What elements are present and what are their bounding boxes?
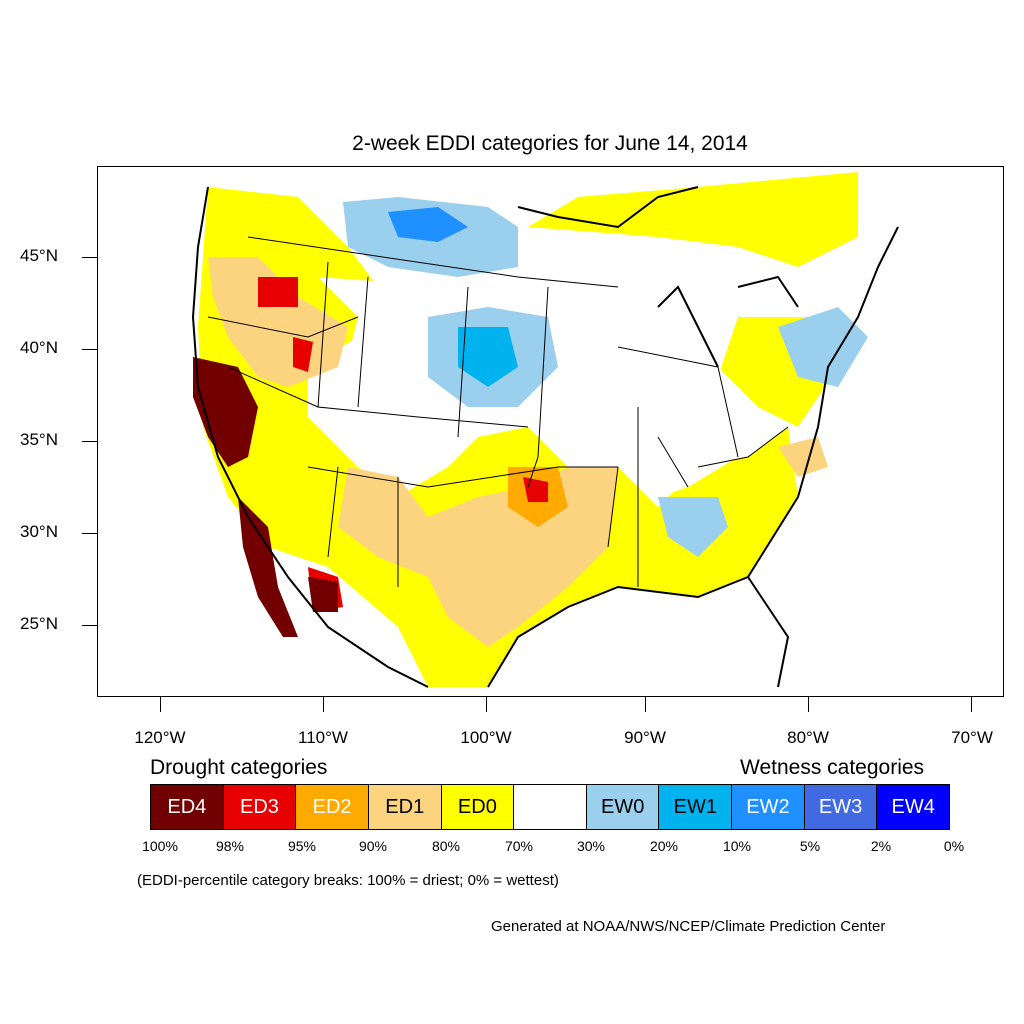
state-boundaries [207,236,789,587]
ed0-north [528,172,858,267]
legend-cell-ew3: EW3 [804,785,878,829]
ed1-west [208,257,348,387]
ed4-california [193,357,258,467]
lat-label-45: 45°N [20,246,58,265]
lat-tick [82,533,97,534]
ed0-region [198,187,798,687]
legend-cell-ed0: ED0 [441,785,515,829]
legend-cell-ew4: EW4 [877,785,950,829]
lon-tick [808,697,809,712]
percentile-label: 30% [576,838,606,854]
legend-color-bar: ED4 ED3 ED2 ED1 ED0 EW0 EW1 EW2 EW3 EW4 [150,784,950,830]
percentile-label: 20% [649,838,679,854]
percentile-label: 95% [287,838,317,854]
coastlines [191,186,899,688]
lon-label-90: 90°W [624,728,666,747]
lon-tick [971,697,972,712]
ew1-north [388,207,468,242]
percentile-label: 80% [431,838,461,854]
lon-label-100: 100°W [460,728,512,747]
ed1-east [778,437,828,477]
percentile-label: 0% [943,838,965,854]
legend-cell-ew1: EW1 [659,785,733,829]
lon-label-110: 110°W [298,728,348,747]
white-east [618,347,758,497]
percentile-label: 100% [142,838,178,854]
drought-heading: Drought categories [150,756,328,779]
lat-label-30: 30°N [20,522,58,541]
percentile-label: 98% [215,838,245,854]
lat-label-35: 35°N [20,430,58,449]
lat-tick [82,625,97,626]
ew0-southeast [658,497,728,557]
lon-label-120: 120°W [134,728,186,747]
legend-cell-neutral [514,785,587,829]
lat-tick [82,349,97,350]
ed3-idaho [293,337,313,372]
lon-tick [486,697,487,712]
ew0-northeast [778,307,868,387]
percentile-label: 10% [722,838,752,854]
percentile-label: 90% [358,838,388,854]
lon-label-80: 80°W [787,728,829,747]
percentile-label: 2% [870,838,892,854]
map-title: 2-week EDDI categories for June 14, 2014 [352,132,748,155]
legend-cell-ed1: ED1 [368,785,442,829]
lat-label-25: 25°N [20,614,58,633]
lon-tick [645,697,646,712]
legend-cell-ew0: EW0 [586,785,660,829]
lat-label-40: 40°N [20,338,58,357]
ed4-sonora [308,577,338,612]
lon-tick [160,697,161,712]
lat-tick [82,257,97,258]
ew1-dakota [458,327,518,387]
legend-cell-ed3: ED3 [223,785,297,829]
map-frame [97,166,1004,697]
ed3-oregon [258,277,298,307]
legend-cell-ed4: ED4 [151,785,224,829]
lon-label-70: 70°W [951,728,993,747]
wetness-heading: Wetness categories [740,756,925,779]
legend-cell-ew2: EW2 [732,785,805,829]
category-note: (EDDI-percentile category breaks: 100% =… [137,872,559,889]
lat-tick [82,441,97,442]
legend-cell-ed2: ED2 [296,785,369,829]
eddi-map [191,172,899,688]
percentile-label: 5% [799,838,821,854]
percentile-label: 70% [504,838,534,854]
credit-text: Generated at NOAA/NWS/NCEP/Climate Predi… [491,918,886,935]
ed4-baja [238,497,298,637]
lon-tick [323,697,324,712]
